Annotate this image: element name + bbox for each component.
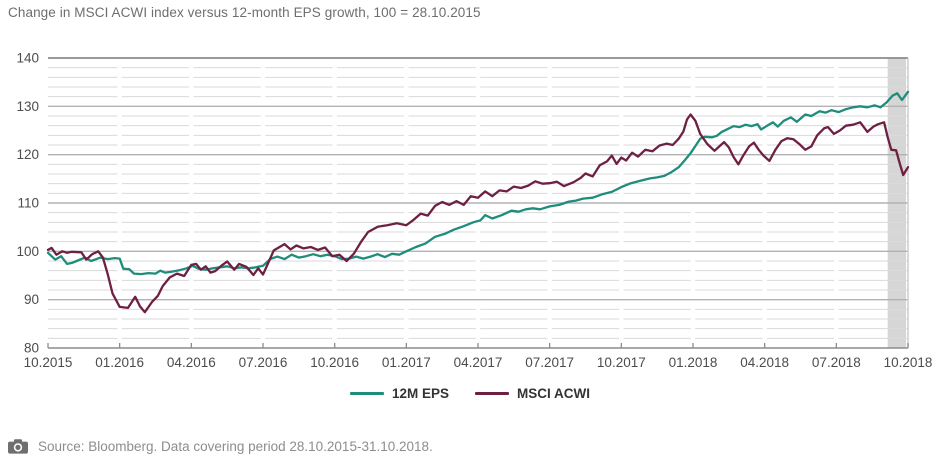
x-tick-label: 07.2016 <box>239 355 288 370</box>
chart-title: Change in MSCI ACWI index versus 12-mont… <box>8 5 481 20</box>
x-tick-label: 04.2017 <box>454 355 503 370</box>
camera-body <box>8 441 28 454</box>
x-tick-label: 10.2018 <box>884 355 933 370</box>
x-tick-label: 10.2015 <box>24 355 73 370</box>
source-footer: Source: Bloomberg. Data covering period … <box>8 439 433 454</box>
chart-legend: 12M EPS MSCI ACWI <box>0 386 940 401</box>
x-tick-label: 07.2018 <box>812 355 861 370</box>
camera-icon <box>8 439 28 454</box>
x-tick-label: 04.2018 <box>740 355 789 370</box>
series-line-12m-eps <box>46 90 910 276</box>
legend-label-msci-acwi: MSCI ACWI <box>517 386 591 401</box>
x-tick-label: 04.2016 <box>167 355 216 370</box>
camera-top <box>14 439 22 444</box>
y-tick-label: 120 <box>16 147 39 162</box>
y-tick-label: 140 <box>16 51 39 66</box>
x-tick-label: 01.2016 <box>95 355 144 370</box>
legend-item-12m-eps: 12M EPS <box>349 386 450 401</box>
y-tick-label: 130 <box>16 99 39 114</box>
x-tick-label: 10.2017 <box>597 355 646 370</box>
x-tick-label: 10.2016 <box>310 355 359 370</box>
y-tick-label: 80 <box>24 341 39 356</box>
x-tick-label: 07.2017 <box>525 355 574 370</box>
y-tick-label: 100 <box>16 244 39 259</box>
camera-lens <box>13 443 23 452</box>
y-tick-label: 110 <box>17 196 39 211</box>
x-tick-label: 01.2018 <box>669 355 718 370</box>
eps-line-swatch <box>349 391 384 396</box>
line-chart: 10.2015 01.2016 04.2016 07.2016 10.2016 01.20… <box>16 51 933 371</box>
series-line-msci-acwi <box>46 113 910 314</box>
legend-label-12m-eps: 12M EPS <box>391 386 450 401</box>
x-tick-label: 01.2017 <box>382 355 431 370</box>
msci-line-swatch <box>475 391 510 396</box>
legend-item-msci-acwi: MSCI ACWI <box>475 386 590 401</box>
y-tick-label: 90 <box>24 292 39 307</box>
source-note: Source: Bloomberg. Data covering period … <box>38 439 433 454</box>
